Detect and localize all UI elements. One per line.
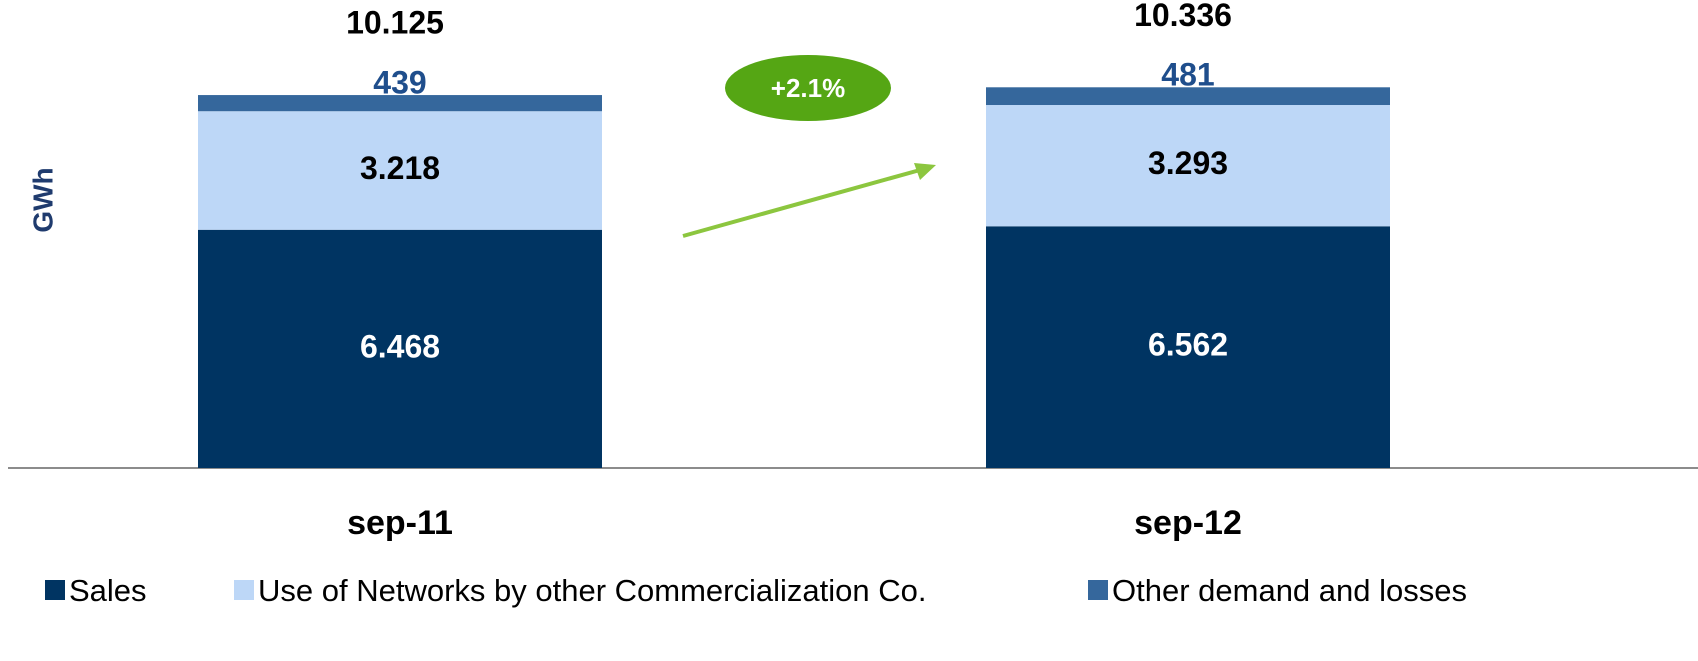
- bar-segment: [198, 229, 602, 468]
- value-label: 3.218: [360, 150, 440, 186]
- y-axis-label: GWh: [27, 167, 58, 232]
- bar-segment: [198, 111, 602, 230]
- legend-label: Sales: [69, 573, 147, 608]
- x-tick-label: sep-12: [1134, 504, 1242, 542]
- bar-segment: [198, 95, 602, 112]
- legend-swatch: [1088, 580, 1108, 600]
- total-label: 10.125: [346, 5, 444, 41]
- x-tick-label: sep-11: [347, 504, 453, 542]
- bar-segment: [986, 87, 1390, 106]
- trend-arrow: [682, 168, 921, 238]
- bar-segment: [986, 105, 1390, 227]
- value-label: 3.293: [1148, 145, 1228, 181]
- change-badge: [725, 55, 891, 121]
- bar-segment: [986, 226, 1390, 468]
- value-label: 6.468: [360, 328, 440, 364]
- legend-label: Use of Networks by other Commercializati…: [258, 573, 926, 608]
- legend-swatch: [234, 580, 254, 600]
- legend-label: Other demand and losses: [1112, 573, 1467, 608]
- legend-swatch: [45, 580, 65, 600]
- value-label: 6.562: [1148, 327, 1228, 363]
- trend-arrow-head: [914, 163, 936, 180]
- total-label: 10.336: [1134, 0, 1232, 33]
- value-label: 481: [1161, 57, 1214, 93]
- value-label: 439: [373, 65, 426, 101]
- annotation: +2.1%: [771, 73, 845, 103]
